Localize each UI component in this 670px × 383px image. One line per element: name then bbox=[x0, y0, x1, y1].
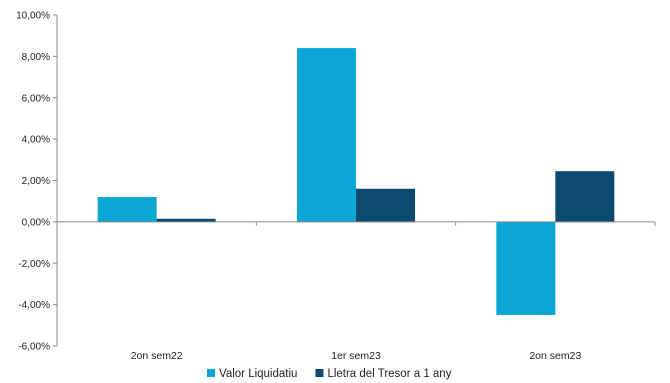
legend-swatch bbox=[315, 369, 324, 377]
bar bbox=[356, 188, 415, 222]
y-tick-label: -6,00% bbox=[18, 342, 50, 353]
y-tick-label: 0,00% bbox=[22, 217, 50, 228]
bar bbox=[496, 221, 556, 315]
bar bbox=[97, 197, 157, 222]
y-tick-label: -2,00% bbox=[18, 259, 50, 270]
legend-label: Valor Liquidatiu bbox=[219, 368, 297, 380]
bar bbox=[297, 48, 356, 222]
x-axis: 2on sem22 1er sem23 2on sem23 bbox=[56, 221, 656, 362]
legend: Valor Liquidatiu Lletra del Tresor a 1 an… bbox=[207, 368, 452, 380]
y-tick-label: 8,00% bbox=[22, 52, 50, 63]
legend-label: Lletra del Tresor a 1 any bbox=[327, 368, 451, 380]
y-tick-label: 4,00% bbox=[22, 135, 50, 146]
y-tick-label: 2,00% bbox=[22, 176, 50, 187]
bar bbox=[156, 218, 216, 222]
x-tick-label: 1er sem23 bbox=[331, 350, 381, 362]
legend-swatch bbox=[207, 369, 215, 377]
x-tick-label: 2on sem23 bbox=[529, 350, 581, 362]
y-tick-label: 10,00% bbox=[16, 11, 50, 22]
bar bbox=[555, 171, 615, 222]
y-axis: -6,00% -4,00% -2,00% 0,00% 2,00% 4,00% 6,00% 8,… bbox=[16, 11, 58, 353]
y-tick-label: 6,00% bbox=[22, 93, 50, 104]
bars bbox=[97, 48, 615, 315]
y-tick-label: -4,00% bbox=[18, 300, 50, 311]
x-tick-label: 2on sem22 bbox=[131, 350, 183, 362]
